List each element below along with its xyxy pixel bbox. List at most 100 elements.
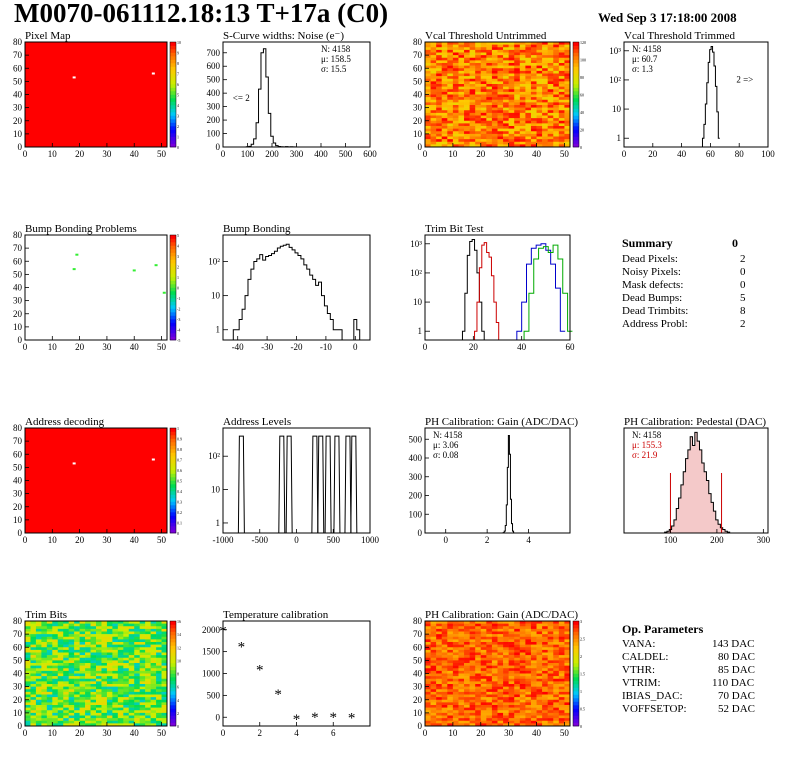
heatmap-cell <box>542 49 548 53</box>
heatmap-cell <box>106 720 113 724</box>
heatmap-cell <box>503 55 509 59</box>
heatmap-cell <box>112 715 119 719</box>
heatmap-cell <box>519 47 526 51</box>
heatmap-cell <box>425 99 431 103</box>
heatmap-cell <box>564 723 571 727</box>
y-tick-label: 1 <box>617 133 622 143</box>
palette-tick-label: -5 <box>177 338 180 343</box>
heatmap-cell <box>525 133 532 137</box>
heatmap-cell <box>90 639 97 643</box>
heatmap-cell <box>425 84 431 87</box>
heatmap-cell <box>530 668 537 672</box>
palette-tick-label: 0 <box>177 531 179 536</box>
heatmap-cell <box>542 621 548 624</box>
heatmap-cell <box>525 91 532 95</box>
heatmap-cell <box>491 44 498 48</box>
heatmap-cell <box>464 47 470 51</box>
heatmap-cell <box>469 105 476 108</box>
heatmap-cell <box>508 720 515 724</box>
heatmap-spot <box>72 76 76 79</box>
heatmap-cell <box>150 715 157 719</box>
heatmap-cell <box>96 642 102 645</box>
heatmap-cell <box>161 657 168 661</box>
heatmap-cell <box>123 639 130 643</box>
heatmap-cell <box>447 141 454 145</box>
heatmap-cell <box>52 710 59 714</box>
heatmap-cell <box>441 702 448 706</box>
heatmap-cell <box>156 647 162 651</box>
heatmap-cell <box>558 636 565 640</box>
heatmap-cell <box>430 634 437 638</box>
heatmap-cell <box>150 712 157 716</box>
heatmap-cell <box>150 642 157 645</box>
palette-cell <box>170 435 176 439</box>
heatmap-cell <box>85 691 91 695</box>
heatmap-cell <box>486 107 493 111</box>
heatmap-cell <box>425 81 431 85</box>
heatmap-cell <box>452 720 459 724</box>
heatmap-cell <box>519 652 526 656</box>
heatmap-cell <box>491 691 498 695</box>
heatmap-cell <box>30 678 37 682</box>
heatmap-cell <box>25 720 31 724</box>
heatmap-cell <box>112 694 119 698</box>
heatmap-cell <box>536 91 543 95</box>
heatmap-cell <box>519 712 526 716</box>
heatmap-cell <box>117 628 124 632</box>
heatmap-cell <box>106 699 113 703</box>
heatmap-cell <box>425 673 431 677</box>
heatmap-cell <box>90 702 97 706</box>
heatmap-cell <box>46 655 53 659</box>
heatmap-cell <box>145 655 151 659</box>
heatmap-cell <box>491 112 498 116</box>
heatmap-cell <box>68 628 75 632</box>
heatmap-cell <box>508 718 515 722</box>
heatmap-cell <box>503 131 509 135</box>
heatmap-cell <box>458 707 465 711</box>
heatmap-cell <box>430 123 437 127</box>
heatmap-cell <box>128 644 135 648</box>
heatmap-cell <box>41 720 48 724</box>
palette-tick-label: -3 <box>177 317 180 322</box>
heatmap-cell <box>553 63 560 66</box>
heatmap-cell <box>139 628 146 632</box>
heatmap-cell <box>447 699 454 703</box>
heatmap-cell <box>436 141 443 145</box>
heatmap-cell <box>150 665 157 669</box>
y-tick-label: 10 <box>211 291 221 301</box>
heatmap-cell <box>57 673 64 677</box>
heatmap-cell <box>503 94 509 98</box>
palette-cell <box>170 333 176 337</box>
heatmap-cell <box>547 112 554 116</box>
palette-cell <box>573 628 579 632</box>
heatmap-cell <box>425 665 431 669</box>
heatmap-cell <box>464 107 470 111</box>
heatmap-cell <box>536 107 543 111</box>
heatmap-cell <box>96 718 102 722</box>
heatmap-cell <box>497 718 504 722</box>
heatmap-cell <box>530 657 537 661</box>
heatmap-cell <box>553 128 560 132</box>
heatmap-cell <box>530 136 537 140</box>
heatmap-cell <box>514 136 521 140</box>
heatmap-cell <box>430 621 437 624</box>
heatmap-cell <box>123 649 130 653</box>
heatmap-cell <box>57 678 64 682</box>
heatmap-cell <box>558 642 565 645</box>
heatmap-cell <box>497 628 504 632</box>
heatmap-cell <box>436 626 443 630</box>
heatmap-cell <box>52 657 59 661</box>
heatmap-cell <box>553 86 560 90</box>
heatmap-cell <box>486 60 493 64</box>
x-tick-label: 0 <box>423 342 428 352</box>
heatmap-cell <box>458 686 465 690</box>
heatmap-cell <box>441 642 448 645</box>
heatmap-cell <box>447 715 454 719</box>
chart-title: Bump Bonding Problems <box>25 223 137 235</box>
palette-cell <box>170 498 176 502</box>
heatmap-cell <box>112 684 119 687</box>
heatmap-cell <box>514 673 521 677</box>
heatmap-cell <box>547 668 554 672</box>
heatmap-cell <box>35 707 42 711</box>
heatmap-cell <box>430 84 437 87</box>
